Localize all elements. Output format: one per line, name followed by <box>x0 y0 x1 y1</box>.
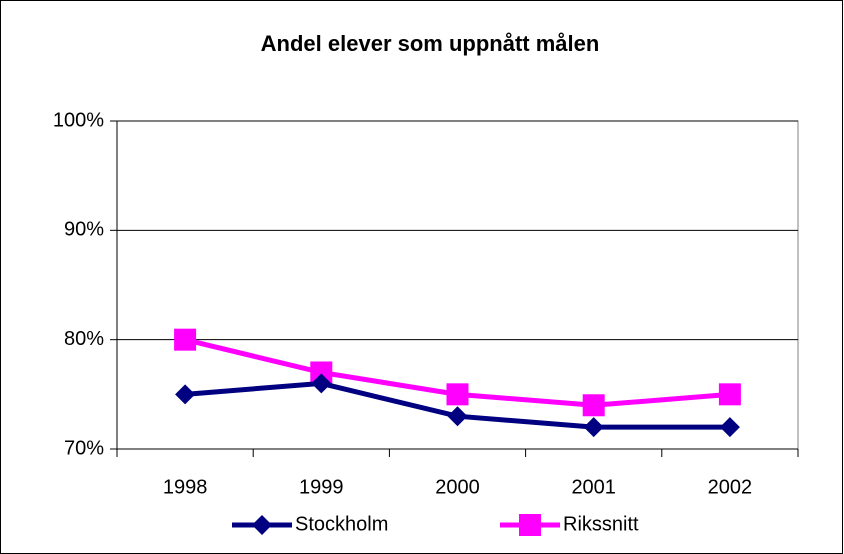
legend-marker <box>252 515 272 535</box>
x-tick-label: 2001 <box>571 476 616 498</box>
data-point <box>718 383 741 406</box>
y-tick-label: 100% <box>53 109 104 131</box>
data-point <box>310 361 333 384</box>
legend-label: Rikssnitt <box>563 513 639 535</box>
x-tick-label: 2002 <box>708 476 753 498</box>
data-point <box>446 383 469 406</box>
x-tick-label: 2000 <box>435 476 480 498</box>
data-point <box>582 394 605 417</box>
data-point <box>175 384 196 405</box>
data-point <box>174 328 197 351</box>
legend-label: Stockholm <box>295 513 388 535</box>
data-point <box>311 373 332 394</box>
data-point <box>447 406 468 427</box>
chart-title: Andel elever som uppnått målen <box>261 31 600 56</box>
y-tick-label: 70% <box>64 437 104 459</box>
y-tick-label: 80% <box>64 328 104 350</box>
x-tick-label: 1999 <box>299 476 344 498</box>
y-tick-label: 90% <box>64 219 104 241</box>
legend-marker <box>519 514 541 536</box>
data-point <box>583 417 604 438</box>
data-point <box>719 417 740 438</box>
x-tick-label: 1998 <box>163 476 208 498</box>
